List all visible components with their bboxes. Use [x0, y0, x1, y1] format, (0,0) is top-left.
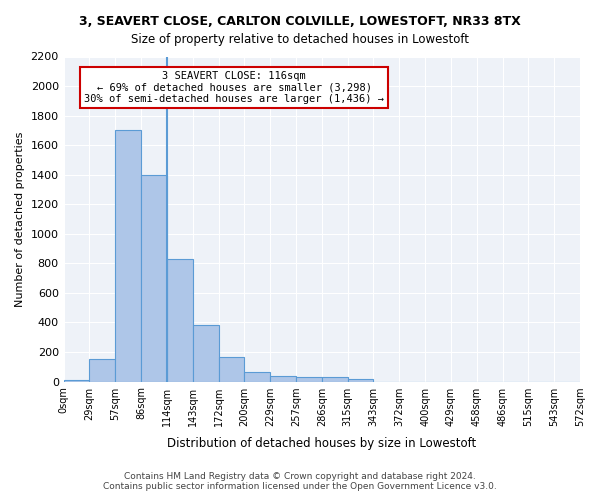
Bar: [167, 259, 193, 382]
Bar: [193, 324, 218, 382]
Bar: [64, 380, 89, 382]
Bar: [141, 174, 167, 382]
Text: 3, SEAVERT CLOSE, CARLTON COLVILLE, LOWESTOFT, NR33 8TX: 3, SEAVERT CLOSE, CARLTON COLVILLE, LOWE…: [79, 15, 521, 28]
Bar: [115, 130, 141, 382]
Y-axis label: Number of detached properties: Number of detached properties: [15, 132, 25, 306]
Bar: [322, 377, 347, 382]
Bar: [296, 377, 322, 382]
Bar: [270, 376, 296, 382]
Text: Contains HM Land Registry data © Crown copyright and database right 2024.
Contai: Contains HM Land Registry data © Crown c…: [103, 472, 497, 491]
Bar: [347, 379, 373, 382]
Bar: [89, 360, 115, 382]
Bar: [218, 357, 244, 382]
Text: 3 SEAVERT CLOSE: 116sqm
← 69% of detached houses are smaller (3,298)
30% of semi: 3 SEAVERT CLOSE: 116sqm ← 69% of detache…: [84, 71, 384, 104]
Bar: [244, 372, 270, 382]
Text: Size of property relative to detached houses in Lowestoft: Size of property relative to detached ho…: [131, 32, 469, 46]
X-axis label: Distribution of detached houses by size in Lowestoft: Distribution of detached houses by size …: [167, 437, 476, 450]
